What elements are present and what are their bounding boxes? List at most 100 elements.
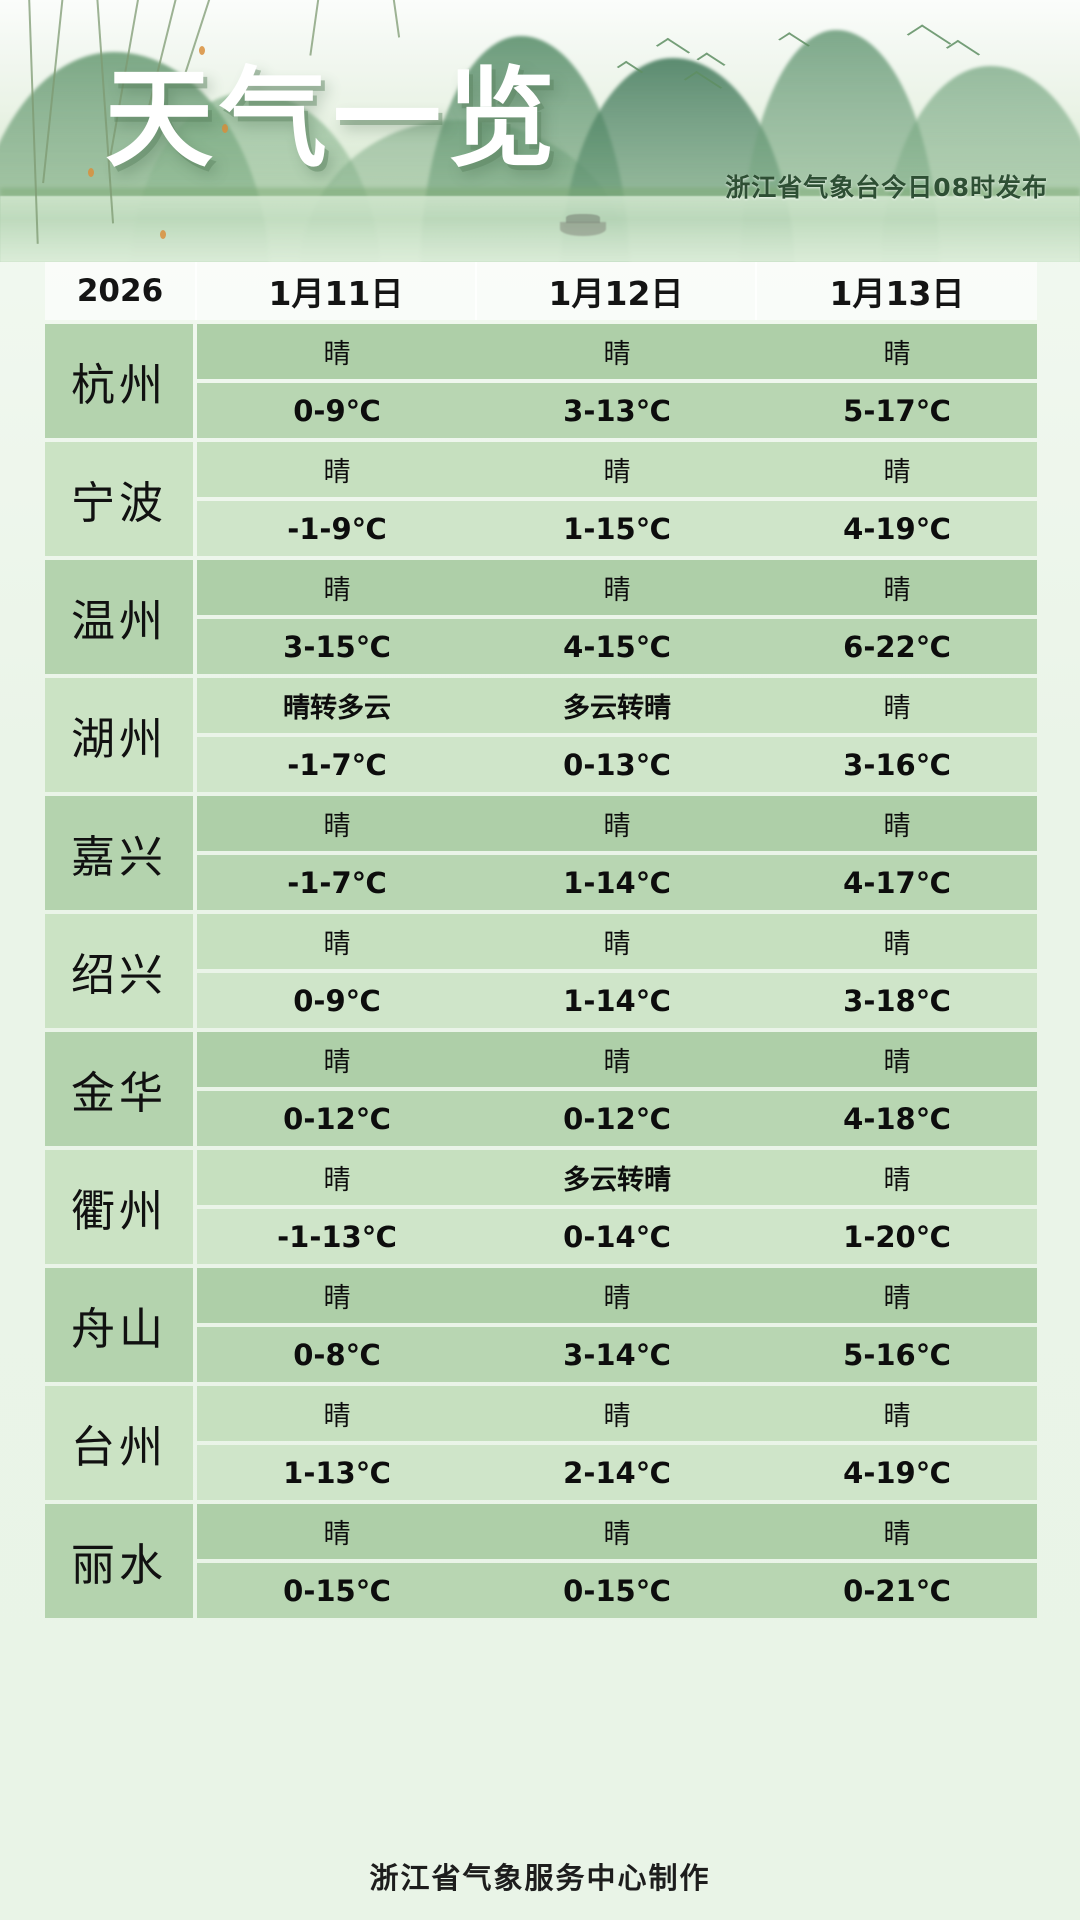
condition-cell: 晴 [603, 339, 631, 370]
willow-leaf [160, 230, 166, 239]
city-name: 衢州 [45, 1150, 193, 1264]
city-forecast-group: 晴转多云 多云转晴 晴 -1-7℃ 0-13℃ 3-16℃ [197, 678, 1037, 792]
city-name: 舟山 [45, 1268, 193, 1382]
temperature-cell: 1-13℃ [283, 1455, 391, 1490]
condition-cell: 晴 [883, 1401, 911, 1432]
condition-cell: 晴 [883, 811, 911, 842]
temperature-cell: 0-15℃ [283, 1573, 391, 1608]
temperature-cell: 2-14℃ [563, 1455, 671, 1490]
condition-row: 晴 多云转晴 晴 [197, 1150, 1037, 1205]
table-row: 金华 晴 晴 晴 0-12℃ 0-12℃ 4-18℃ [45, 1032, 1037, 1146]
condition-cell: 晴 [883, 1165, 911, 1196]
condition-cell: 晴 [603, 457, 631, 488]
header-day-2: 1月12日 [477, 262, 757, 320]
condition-cell: 晴 [323, 1165, 351, 1196]
temperature-cell: 5-17℃ [843, 393, 951, 428]
header-day-3: 1月13日 [829, 274, 965, 313]
table-row: 宁波 晴 晴 晴 -1-9℃ 1-15℃ 4-19℃ [45, 442, 1037, 556]
temperature-cell: 0-9℃ [293, 983, 381, 1018]
table-row: 绍兴 晴 晴 晴 0-9℃ 1-14℃ 3-18℃ [45, 914, 1037, 1028]
temperature-row: 0-12℃ 0-12℃ 4-18℃ [197, 1091, 1037, 1146]
temperature-row: -1-7℃ 0-13℃ 3-16℃ [197, 737, 1037, 792]
temperature-cell: 4-18℃ [843, 1101, 951, 1136]
willow-leaf [145, 74, 151, 83]
city-forecast-group: 晴 晴 晴 0-9℃ 3-13℃ 5-17℃ [197, 324, 1037, 438]
condition-cell: 晴 [323, 1519, 351, 1550]
city-name: 湖州 [45, 678, 193, 792]
condition-cell: 晴 [883, 457, 911, 488]
temperature-cell: 1-20℃ [843, 1219, 951, 1254]
table-row: 温州 晴 晴 晴 3-15℃ 4-15℃ 6-22℃ [45, 560, 1037, 674]
temperature-cell: 4-19℃ [843, 511, 951, 546]
condition-row: 晴转多云 多云转晴 晴 [197, 678, 1037, 733]
willow-leaf [199, 46, 205, 55]
temperature-row: -1-9℃ 1-15℃ 4-19℃ [197, 501, 1037, 556]
condition-cell: 晴 [323, 1401, 351, 1432]
condition-row: 晴晴晴 [197, 560, 1037, 615]
city-forecast-group: 晴 晴 晴 -1-7℃ 1-14℃ 4-17℃ [197, 796, 1037, 910]
table-header-row: 2026 1月11日 1月12日 1月13日 [45, 262, 1037, 320]
willow-leaf [88, 168, 94, 177]
temperature-cell: 3-13℃ [563, 393, 671, 428]
header-day-1: 1月11日 [197, 262, 477, 320]
condition-row: 晴晴晴 [197, 1268, 1037, 1323]
condition-cell: 晴 [883, 929, 911, 960]
page-title: 天气一览 [105, 57, 562, 182]
condition-row: 晴晴晴 [197, 324, 1037, 379]
condition-cell: 晴 [323, 811, 351, 842]
temperature-cell: 0-15℃ [563, 1573, 671, 1608]
city-name: 绍兴 [45, 914, 193, 1028]
condition-row: 晴晴晴 [197, 796, 1037, 851]
city-forecast-group: 晴 晴 晴 0-12℃ 0-12℃ 4-18℃ [197, 1032, 1037, 1146]
city-forecast-group: 晴 晴 晴 0-9℃ 1-14℃ 3-18℃ [197, 914, 1037, 1028]
condition-cell: 晴 [603, 929, 631, 960]
header-year: 2026 [45, 262, 197, 320]
city-forecast-group: 晴 晴 晴 3-15℃ 4-15℃ 6-22℃ [197, 560, 1037, 674]
temperature-cell: 1-14℃ [563, 865, 671, 900]
temperature-cell: 6-22℃ [843, 629, 951, 664]
temperature-cell: 4-19℃ [843, 1455, 951, 1490]
lake-water [0, 196, 1080, 262]
city-name: 杭州 [45, 324, 193, 438]
condition-cell: 晴 [323, 339, 351, 370]
temperature-cell: 0-9℃ [293, 393, 381, 428]
condition-cell: 晴 [323, 575, 351, 606]
temperature-row: -1-7℃ 1-14℃ 4-17℃ [197, 855, 1037, 910]
city-name: 宁波 [45, 442, 193, 556]
table-row: 丽水 晴 晴 晴 0-15℃ 0-15℃ 0-21℃ [45, 1504, 1037, 1618]
condition-cell: 晴 [323, 929, 351, 960]
city-name: 嘉兴 [45, 796, 193, 910]
temperature-cell: -1-13℃ [277, 1219, 397, 1254]
temperature-cell: 3-18℃ [843, 983, 951, 1018]
city-forecast-group: 晴 晴 晴 1-13℃ 2-14℃ 4-19℃ [197, 1386, 1037, 1500]
condition-cell: 晴 [603, 1401, 631, 1432]
condition-cell: 晴 [603, 811, 631, 842]
temperature-cell: 1-14℃ [563, 983, 671, 1018]
temperature-cell: 4-17℃ [843, 865, 951, 900]
boat-hull [560, 222, 606, 236]
city-forecast-group: 晴 晴 晴 0-15℃ 0-15℃ 0-21℃ [197, 1504, 1037, 1618]
temperature-row: 0-15℃ 0-15℃ 0-21℃ [197, 1563, 1037, 1618]
temperature-row: 0-8℃ 3-14℃ 5-16℃ [197, 1327, 1037, 1382]
temperature-cell: 0-12℃ [563, 1101, 671, 1136]
boat-icon [566, 214, 600, 223]
city-forecast-group: 晴 晴 晴 -1-9℃ 1-15℃ 4-19℃ [197, 442, 1037, 556]
temperature-cell: -1-7℃ [287, 747, 387, 782]
condition-cell: 晴 [883, 1283, 911, 1314]
table-row: 嘉兴 晴 晴 晴 -1-7℃ 1-14℃ 4-17℃ [45, 796, 1037, 910]
condition-cell: 晴 [883, 693, 911, 724]
condition-cell: 晴转多云 [283, 693, 391, 724]
table-row: 台州 晴 晴 晴 1-13℃ 2-14℃ 4-19℃ [45, 1386, 1037, 1500]
temperature-cell: 0-21℃ [843, 1573, 951, 1608]
city-name: 金华 [45, 1032, 193, 1146]
temperature-cell: 0-13℃ [563, 747, 671, 782]
city-name: 丽水 [45, 1504, 193, 1618]
city-name: 台州 [45, 1386, 193, 1500]
temperature-row: 1-13℃ 2-14℃ 4-19℃ [197, 1445, 1037, 1500]
condition-cell: 晴 [603, 1519, 631, 1550]
condition-cell: 晴 [323, 457, 351, 488]
temperature-row: 0-9℃ 3-13℃ 5-17℃ [197, 383, 1037, 438]
footer-credit: 浙江省气象服务中心制作 [369, 1861, 711, 1895]
temperature-cell: 1-15℃ [563, 511, 671, 546]
condition-cell: 晴 [883, 339, 911, 370]
